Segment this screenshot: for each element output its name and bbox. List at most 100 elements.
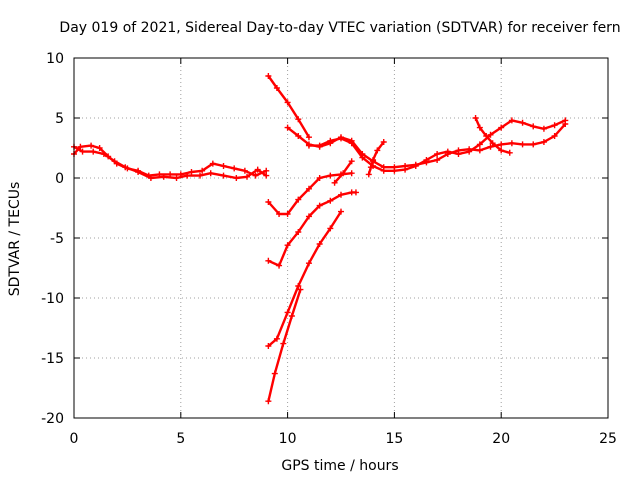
data-point <box>160 173 167 180</box>
data-point <box>423 157 430 163</box>
y-tick-label: -15 <box>41 351 64 367</box>
data-point <box>295 116 302 123</box>
data-point <box>466 148 473 155</box>
data-point <box>316 175 323 181</box>
data-point <box>135 169 142 175</box>
data-point <box>271 370 278 377</box>
data-point <box>284 99 291 106</box>
data-point <box>476 147 483 154</box>
grid <box>74 58 608 418</box>
data-point <box>476 141 483 148</box>
series-track-e <box>305 117 569 174</box>
data-point <box>380 139 387 145</box>
data-point <box>288 313 295 319</box>
data-point <box>374 147 381 154</box>
data-point <box>297 286 304 293</box>
data-point <box>444 148 451 155</box>
data-point <box>265 398 272 405</box>
data-point <box>147 175 154 181</box>
data-point <box>551 133 558 139</box>
data-point <box>498 124 505 131</box>
data-point <box>455 151 462 157</box>
data-point <box>273 85 280 91</box>
data-point <box>273 335 280 342</box>
data-point <box>530 123 537 130</box>
data-point <box>220 163 227 169</box>
data-point <box>338 135 344 142</box>
series-track-j <box>265 189 359 269</box>
data-point <box>231 165 238 172</box>
data-point <box>199 167 206 174</box>
y-axis-label: SDTVAR / TECUs <box>7 182 23 297</box>
data-point <box>316 142 323 149</box>
series-track-f <box>472 115 513 156</box>
data-point <box>489 140 496 147</box>
data-point <box>402 166 409 173</box>
plot-data <box>71 73 569 405</box>
data-point <box>173 175 180 181</box>
y-tick-label: 0 <box>55 171 64 187</box>
data-point <box>295 283 302 289</box>
series-track-i <box>331 158 355 186</box>
data-point <box>540 139 547 145</box>
data-point <box>316 241 323 247</box>
data-point <box>252 172 259 179</box>
y-tick-label: -5 <box>50 231 64 247</box>
data-point <box>391 167 398 174</box>
data-point <box>348 170 355 177</box>
data-point <box>305 260 312 267</box>
data-point <box>295 133 302 139</box>
data-point <box>348 140 355 147</box>
data-point <box>434 151 441 157</box>
series-track-c <box>265 73 312 141</box>
y-tick-label: 5 <box>55 111 64 127</box>
data-point <box>209 160 216 167</box>
data-point <box>220 172 227 179</box>
data-point <box>188 169 195 175</box>
data-point <box>79 148 86 155</box>
data-point <box>327 225 334 232</box>
x-tick-label: 15 <box>385 431 403 447</box>
series-line <box>267 210 343 348</box>
data-point <box>111 158 118 165</box>
series-track-g <box>365 139 387 178</box>
data-point <box>100 151 107 157</box>
data-point <box>519 119 526 126</box>
data-point <box>233 175 240 181</box>
data-point <box>254 166 261 173</box>
data-point <box>295 229 302 235</box>
y-tick-label: -10 <box>41 291 64 307</box>
series-line <box>267 191 358 267</box>
data-point <box>305 185 312 192</box>
series-track-k <box>265 208 344 349</box>
data-point <box>263 172 270 179</box>
data-point <box>338 191 344 198</box>
data-point <box>540 125 547 132</box>
data-point <box>483 133 490 139</box>
data-point <box>530 141 537 148</box>
data-point <box>265 199 272 205</box>
data-point <box>338 208 344 215</box>
data-point <box>412 163 419 169</box>
data-point <box>487 131 494 138</box>
data-point <box>352 189 359 196</box>
data-point <box>316 202 323 209</box>
y-tick-label: 10 <box>46 51 64 67</box>
series-track-l <box>265 286 304 405</box>
y-tick-label: -20 <box>41 411 64 427</box>
data-point <box>365 171 372 178</box>
x-tick-label: 20 <box>492 431 510 447</box>
data-point <box>508 117 515 124</box>
data-point <box>284 124 291 131</box>
data-point <box>340 170 347 177</box>
data-point <box>434 157 441 163</box>
data-point <box>265 343 272 349</box>
data-point <box>122 164 129 171</box>
data-point <box>88 142 95 149</box>
data-point <box>370 157 377 163</box>
data-point <box>562 117 569 124</box>
x-tick-label: 0 <box>70 431 79 447</box>
data-point <box>207 170 214 177</box>
data-point <box>472 115 479 121</box>
